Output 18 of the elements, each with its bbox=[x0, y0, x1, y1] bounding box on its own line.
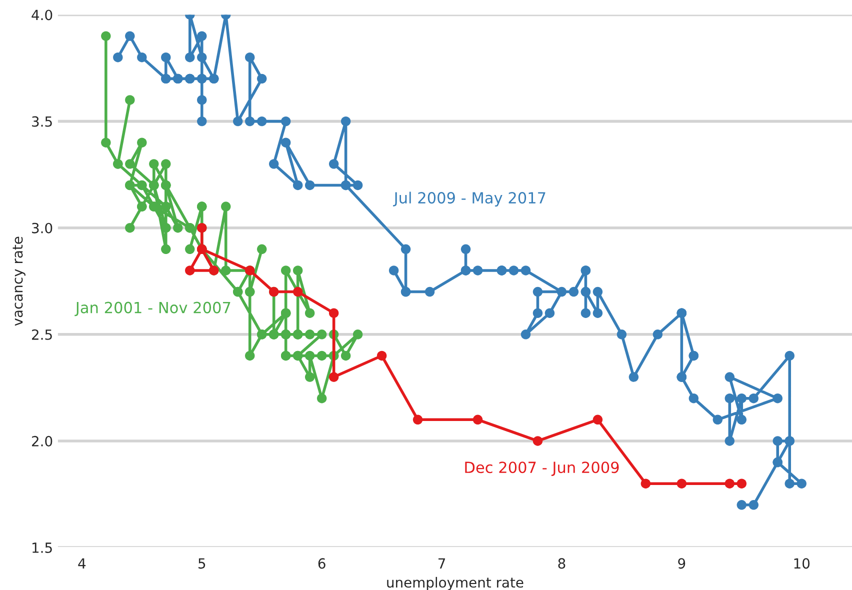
x-tick-label: 7 bbox=[438, 558, 446, 568]
series-label: Jan 2001 - Nov 2007 bbox=[74, 302, 230, 316]
x-tick-label: 5 bbox=[198, 558, 206, 569]
y-tick-label: 1.5 bbox=[32, 542, 52, 553]
y-tick-label: 2.5 bbox=[32, 329, 52, 340]
y-axis-title: vacancy rate bbox=[12, 236, 26, 326]
y-tick-label: 3.0 bbox=[32, 222, 52, 234]
x-tick-label: 9 bbox=[678, 558, 686, 569]
x-tick-label: 6 bbox=[318, 558, 326, 569]
x-axis-title: unemployment rate bbox=[387, 576, 524, 590]
series-label: Jul 2009 - May 2017 bbox=[393, 192, 546, 207]
x-tick-label: 8 bbox=[558, 558, 566, 569]
y-tick-label: 2.0 bbox=[32, 436, 52, 446]
x-tick-label: 10 bbox=[794, 558, 810, 569]
y-tick-label: 3.5 bbox=[32, 116, 52, 127]
y-tick-label: 4.0 bbox=[32, 10, 52, 20]
series-label: Dec 2007 - Jun 2009 bbox=[465, 462, 619, 476]
x-tick-label: 4 bbox=[78, 558, 86, 568]
